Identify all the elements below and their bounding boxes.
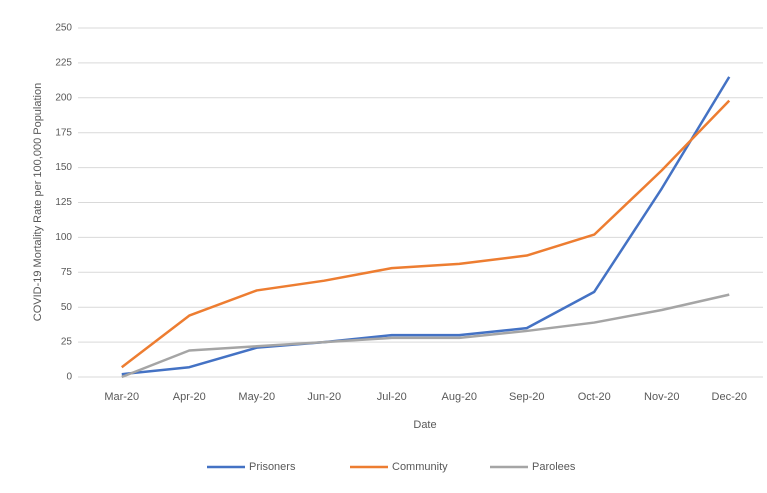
y-tick-label: 175 bbox=[55, 127, 72, 138]
x-axis-label: Date bbox=[413, 419, 436, 431]
y-tick-label: 0 bbox=[66, 372, 72, 383]
x-tick-label: Apr-20 bbox=[173, 391, 206, 403]
x-tick-label: Oct-20 bbox=[578, 391, 611, 403]
y-tick-label: 250 bbox=[55, 23, 72, 34]
x-tick-label: Jun-20 bbox=[307, 391, 341, 403]
series-line bbox=[120, 99, 731, 369]
x-tick-label: Nov-20 bbox=[644, 391, 679, 403]
series-line bbox=[121, 293, 730, 379]
x-tick-label: Sep-20 bbox=[509, 391, 544, 403]
x-tick-label: May-20 bbox=[238, 391, 275, 403]
y-axis-label: COVID-19 Mortality Rate per 100,000 Popu… bbox=[32, 83, 44, 321]
y-tick-label: 225 bbox=[55, 58, 72, 69]
y-tick-label: 100 bbox=[55, 232, 72, 243]
y-tick-label: 150 bbox=[55, 162, 72, 173]
y-tick-label: 25 bbox=[61, 337, 73, 348]
y-tick-label: 50 bbox=[61, 302, 73, 313]
y-tick-label: 125 bbox=[55, 197, 72, 208]
legend-label: Parolees bbox=[532, 461, 576, 473]
x-tick-label: Jul-20 bbox=[377, 391, 407, 403]
legend-label: Prisoners bbox=[249, 461, 296, 473]
y-tick-label: 75 bbox=[61, 267, 73, 278]
x-tick-label: Mar-20 bbox=[104, 391, 139, 403]
x-tick-label: Dec-20 bbox=[712, 391, 747, 403]
series-line bbox=[121, 76, 731, 376]
y-tick-label: 200 bbox=[55, 92, 72, 103]
legend-label: Community bbox=[392, 461, 448, 473]
x-tick-label: Aug-20 bbox=[442, 391, 477, 403]
